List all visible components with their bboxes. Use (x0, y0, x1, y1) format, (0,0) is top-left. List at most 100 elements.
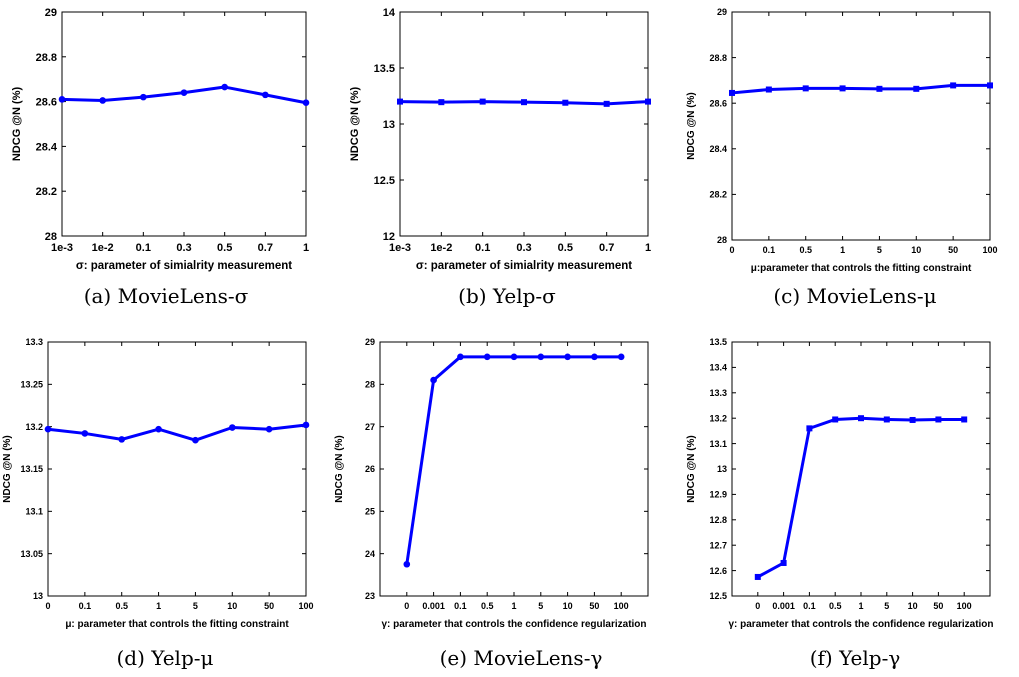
series-line (47, 423, 307, 442)
x-tick-label: 5 (193, 601, 198, 611)
x-tick-label: 0.001 (772, 601, 795, 611)
y-axis-label: NDCG @N (%) (686, 435, 697, 503)
y-tick-label: 14 (383, 7, 396, 19)
x-tick-label: 0.7 (258, 242, 273, 254)
x-tick-label: 1e-2 (430, 242, 452, 254)
y-axis-label: NDCG @N (%) (334, 435, 345, 503)
data-point (729, 89, 735, 96)
y-tick-label: 13.1 (25, 507, 43, 517)
data-point (950, 82, 957, 89)
data-point (961, 416, 968, 423)
data-point (780, 559, 787, 566)
y-tick-label: 28 (45, 231, 57, 243)
y-tick-label: 13.1 (709, 439, 727, 449)
x-tick-label: 0.7 (599, 242, 614, 254)
x-tick-label: 0.5 (829, 601, 842, 611)
y-tick-label: 12.5 (709, 591, 727, 601)
x-axis-label: μ: parameter that controls the fitting c… (65, 619, 289, 630)
series-line (731, 83, 990, 95)
x-tick-label: 100 (298, 601, 313, 611)
data-point (754, 573, 761, 580)
data-point (987, 82, 993, 89)
x-tick-label: 0.1 (454, 601, 467, 611)
subfigure-caption: (e) MovieLens-γ (440, 646, 603, 670)
x-tick-label: 0.1 (475, 242, 490, 254)
x-tick-label: 5 (884, 601, 889, 611)
y-tick-label: 13 (383, 119, 395, 131)
data-point (397, 98, 403, 105)
data-point (483, 353, 491, 361)
y-axis-label: NDCG @N (%) (2, 435, 13, 503)
x-tick-label: 0.5 (115, 601, 128, 611)
x-tick-label: 1e-3 (389, 242, 411, 254)
y-tick-label: 28.4 (36, 141, 58, 153)
chart-panel-4: 13 13.05 13.1 13.15 13.2 13.25 13.3 0 0.1 0.5 1 5 10… (2, 337, 314, 670)
y-tick-label: 28.2 (36, 186, 57, 198)
y-tick-label: 13.15 (20, 464, 43, 474)
data-point (564, 353, 571, 361)
x-tick-label: 100 (614, 601, 629, 611)
y-tick-label: 29 (717, 7, 727, 17)
data-point (438, 99, 445, 106)
x-tick-label: 5 (538, 601, 543, 611)
x-tick-label: 10 (227, 601, 237, 611)
x-axis-label: γ: parameter that controls the confidenc… (381, 619, 646, 630)
y-tick-label: 13.05 (20, 549, 43, 559)
data-point (832, 416, 839, 423)
x-tick-label: 100 (982, 245, 997, 255)
x-tick-label: 0.5 (799, 245, 812, 255)
x-tick-label: 1 (303, 242, 309, 254)
plot-frame (731, 11, 991, 241)
data-point (180, 89, 188, 96)
data-point (617, 353, 625, 361)
y-tick-label: 28.8 (709, 53, 727, 63)
plot-frame (61, 11, 307, 237)
y-tick-label: 12.8 (709, 515, 727, 525)
x-tick-label: 10 (908, 601, 918, 611)
data-point (118, 436, 126, 443)
data-point (765, 86, 772, 93)
data-point (802, 85, 809, 92)
x-tick-label: 0 (755, 601, 760, 611)
x-tick-label: 0.001 (422, 601, 445, 611)
x-tick-label: 0.1 (803, 601, 816, 611)
data-point (913, 85, 920, 92)
y-tick-label: 13.3 (25, 337, 43, 347)
chart-panel-1: 28 28.2 28.4 28.6 28.8 29 1e-3 1e-2 0.1 0.3 0.5 0.7… (11, 7, 310, 308)
data-point (81, 430, 89, 437)
x-tick-label: 50 (264, 601, 274, 611)
plot-frame (731, 341, 991, 597)
x-tick-label: 100 (957, 601, 972, 611)
x-tick-label: 1e-3 (51, 242, 73, 254)
data-point (155, 425, 162, 433)
chart-panel-5: 23 24 25 26 27 28 29 0 0.001 0.1 0.5 1 5 10 50 100 γ: pa… (334, 337, 649, 670)
data-point (302, 421, 310, 429)
y-tick-label: 28 (365, 380, 375, 390)
x-axis-label: σ: parameter of simialrity measurement (416, 260, 632, 272)
subfigure-caption: (f) Yelp-γ (810, 646, 901, 670)
x-tick-label: 0.3 (176, 242, 191, 254)
x-tick-label: 10 (563, 601, 573, 611)
series-line (757, 416, 965, 579)
data-point (479, 98, 486, 105)
data-point (58, 96, 66, 103)
x-axis-label: γ: parameter that controls the confidenc… (728, 619, 993, 630)
x-tick-label: 1 (511, 601, 516, 611)
y-tick-label: 29 (365, 337, 375, 347)
y-tick-label: 23 (365, 591, 375, 601)
data-point (562, 99, 569, 106)
data-point (262, 91, 269, 99)
x-tick-label: 0 (404, 601, 409, 611)
x-tick-label: 10 (911, 245, 921, 255)
data-point (858, 415, 864, 422)
x-tick-label: 0.5 (217, 242, 232, 254)
data-point (876, 85, 883, 92)
data-point (806, 425, 813, 432)
data-point (591, 353, 598, 361)
y-tick-label: 13.3 (709, 388, 727, 398)
x-tick-label: 1e-2 (92, 242, 114, 254)
data-point (430, 376, 437, 384)
y-tick-label: 13.5 (374, 63, 395, 75)
y-tick-label: 13.4 (709, 363, 727, 373)
chart-panel-2: 12 12.5 13 13.5 14 1e-3 1e-2 0.1 0.3 0.5 0.7 1 σ: pa… (349, 7, 651, 308)
